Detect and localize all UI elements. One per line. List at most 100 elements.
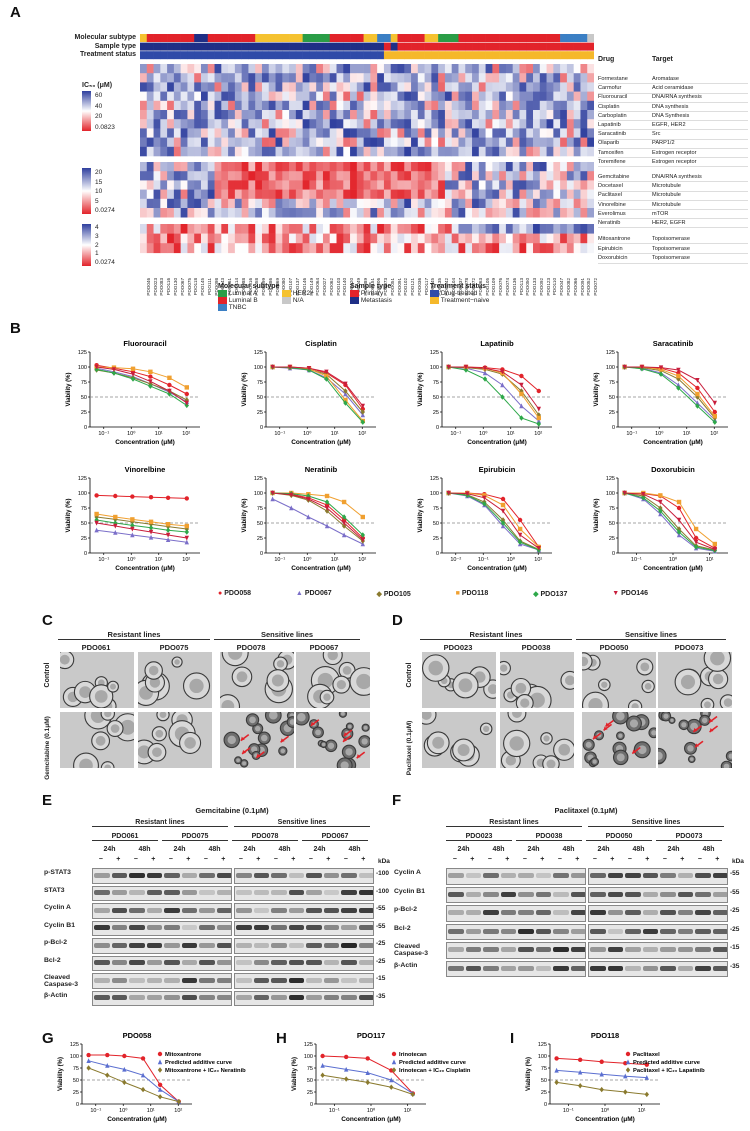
legend-entry: Predicted additive curve [633,1060,701,1066]
y-tick-label: 75 [307,1066,313,1072]
chart-title: Neratinib [305,465,338,474]
heatmap-cell [160,224,168,234]
legend-text: Treatment−naive [440,297,490,305]
heatmap-cell [241,82,249,92]
heatmap-cell [248,171,256,181]
heatmap-cell [404,119,412,129]
time-label: 24h [457,846,470,853]
heatmap-cell [512,243,520,254]
heatmap-cell [587,198,594,209]
heatmap-cell [363,233,371,244]
heatmap-cell [431,128,439,138]
blot-band [590,910,606,916]
line-label: PDO073 [674,643,704,652]
heatmap-cell [397,137,405,148]
heatmap-cell [322,233,331,244]
heatmap-cell [512,110,520,120]
heatmap-cell [397,110,405,120]
blot-band [341,977,357,983]
chart-title: Doxorubicin [651,465,695,474]
annotation-cell [533,34,541,42]
x-axis-label: Concentration (μM) [115,565,175,572]
kda-marker: -100 [376,870,390,877]
blot-band [483,873,499,879]
time-label: 48h [348,846,361,853]
heatmap-cell [370,73,378,83]
heatmap-cell [343,91,351,102]
heatmap-cell [200,162,209,172]
annotation-cell [180,34,188,42]
heatmap-cell [316,198,324,209]
annotation-cell [282,42,290,51]
protein-label: p-Bcl-2 [394,906,418,913]
arrow-head-icon [605,722,610,727]
micrograph [658,712,732,768]
heatmap-cell [153,119,161,129]
blot-strip [92,920,232,936]
heatmap-cell [431,100,439,111]
annotation-cell [390,42,398,51]
x-tick-label: 10² [358,557,366,563]
organoid-core [120,719,134,735]
y-tick-label: 75 [609,380,615,386]
heatmap-cell [539,64,547,74]
annotation-cell [146,34,154,42]
heatmap-cell [526,91,534,102]
heatmap-cell [451,64,459,74]
heatmap-cell [560,73,568,83]
organoid-core [689,757,694,761]
annotation-cell [261,34,270,42]
sensitive-group-label: Sensitive lines [588,819,724,827]
chart-title: PDO117 [357,1031,385,1040]
annotation-cell [140,42,148,51]
heatmap-cell [241,189,249,200]
data-point [676,517,682,523]
heatmap-cell [472,208,480,218]
heatmap-cell [580,146,588,157]
arrow-head-icon [603,726,608,731]
heatmap-cell [587,73,594,83]
y-tick-label: 75 [257,506,263,512]
heatmap-cell [411,137,419,148]
blot-band [535,947,551,953]
data-point [289,492,294,498]
heatmap-cell [343,180,351,190]
micrograph [220,712,294,768]
heatmap-cell [465,146,473,157]
x-tick-label: 10⁻¹ [478,557,489,563]
heatmap-cell [228,82,236,92]
blot-strip [92,903,232,919]
heatmap-cell [383,110,392,120]
blot-band [590,891,606,897]
heatmap-cell [187,189,195,200]
heatmap-cell [289,180,297,190]
heatmap-cell [153,208,161,218]
annotation-cell [533,42,541,51]
heatmap-cell [472,128,480,138]
annotation-cell [370,51,378,60]
heatmap-cell [194,119,202,129]
heatmap-cell [390,208,398,218]
heatmap-cell [350,110,358,120]
blot-band [236,872,252,878]
organoid-core [618,733,623,738]
heatmap-cell [241,171,249,181]
heatmap-cell [417,233,425,244]
heatmap-cell [248,137,256,148]
arrow-head-icon [632,749,637,754]
drug-name: Carboplatin [598,112,627,119]
annotation-cell [295,42,303,51]
legend-entry: Irinotecan + IC₂₀ Cisplatin [399,1068,471,1074]
heatmap-cell [431,198,439,209]
time-label: 48h [562,846,575,853]
heatmap-cell [539,162,547,172]
heatmap-cell [302,91,310,102]
heatmap-cell [221,82,229,92]
heatmap-cell [512,137,520,148]
heatmap-cell [282,100,290,111]
heatmap-cell [438,243,446,254]
annotation-cell [282,51,290,60]
heatmap-cell [302,180,310,190]
legend-text: Metastasis [360,297,392,305]
heatmap-cell [404,198,412,209]
